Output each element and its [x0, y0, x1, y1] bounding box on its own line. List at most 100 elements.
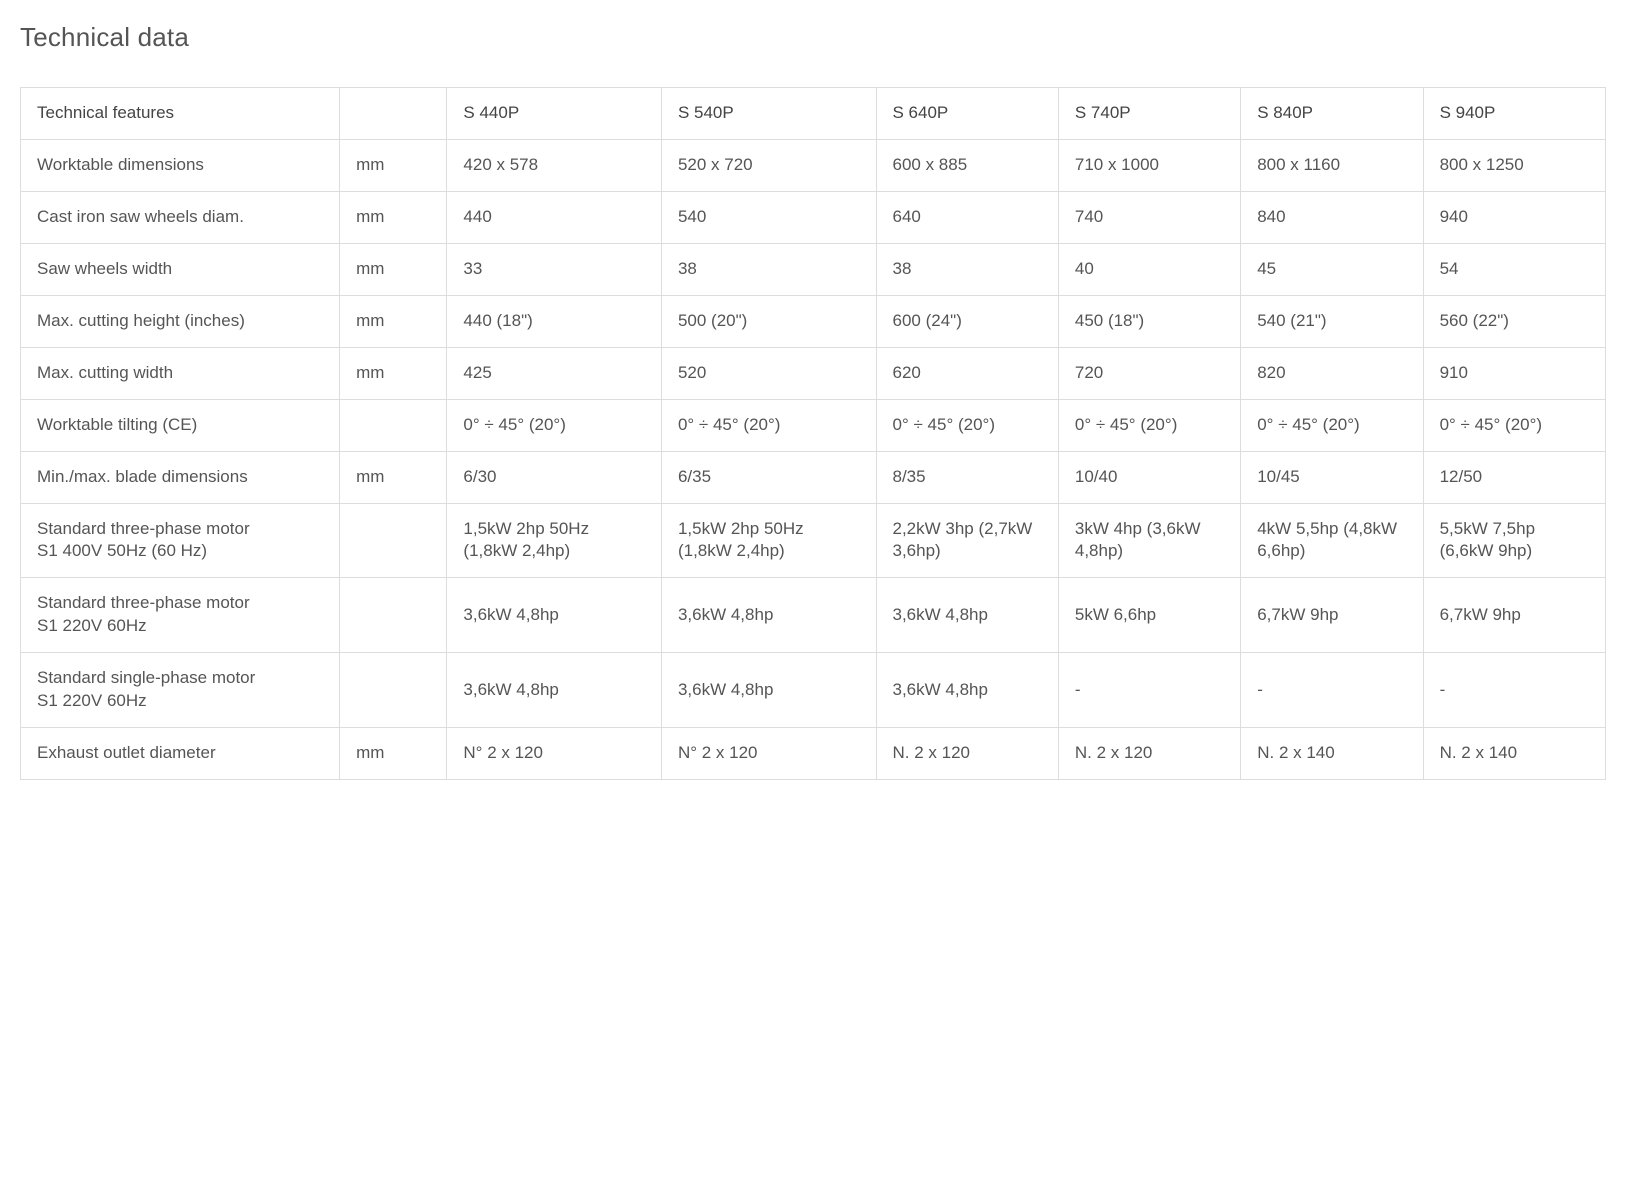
cell-value: 940: [1423, 191, 1605, 243]
cell-unit: mm: [340, 728, 447, 780]
cell-value: 910: [1423, 347, 1605, 399]
cell-value: 520 x 720: [661, 139, 876, 191]
table-header-row: Technical features S 440P S 540P S 640P …: [21, 88, 1606, 140]
col-feature: Technical features: [21, 88, 340, 140]
cell-value: 3,6kW 4,8hp: [876, 653, 1058, 728]
col-unit: [340, 88, 447, 140]
cell-value: N° 2 x 120: [661, 728, 876, 780]
cell-feature: Max. cutting width: [21, 347, 340, 399]
cell-value: 840: [1241, 191, 1423, 243]
cell-value: 0° ÷ 45° (20°): [661, 399, 876, 451]
cell-value: 450 (18"): [1058, 295, 1240, 347]
cell-value: 720: [1058, 347, 1240, 399]
page-title: Technical data: [20, 22, 1606, 53]
table-row: Worktable tilting (CE)0° ÷ 45° (20°)0° ÷…: [21, 399, 1606, 451]
cell-feature: Max. cutting height (inches): [21, 295, 340, 347]
cell-feature: Exhaust outlet diameter: [21, 728, 340, 780]
cell-value: 3kW 4hp (3,6kW 4,8hp): [1058, 503, 1240, 578]
cell-unit: [340, 653, 447, 728]
cell-value: 38: [661, 243, 876, 295]
cell-value: N. 2 x 140: [1241, 728, 1423, 780]
cell-unit: mm: [340, 139, 447, 191]
cell-value: 600 x 885: [876, 139, 1058, 191]
cell-feature: Min./max. blade dimensions: [21, 451, 340, 503]
cell-value: 3,6kW 4,8hp: [876, 578, 1058, 653]
cell-value: 12/50: [1423, 451, 1605, 503]
cell-value: 8/35: [876, 451, 1058, 503]
cell-value: 520: [661, 347, 876, 399]
cell-value: 440 (18"): [447, 295, 662, 347]
cell-unit: mm: [340, 243, 447, 295]
table-row: Max. cutting height (inches)mm440 (18")5…: [21, 295, 1606, 347]
cell-unit: [340, 578, 447, 653]
cell-feature: Standard three-phase motor S1 220V 60Hz: [21, 578, 340, 653]
cell-value: N. 2 x 120: [876, 728, 1058, 780]
cell-value: 820: [1241, 347, 1423, 399]
cell-value: N. 2 x 140: [1423, 728, 1605, 780]
cell-value: 6,7kW 9hp: [1241, 578, 1423, 653]
cell-value: 0° ÷ 45° (20°): [447, 399, 662, 451]
cell-value: 0° ÷ 45° (20°): [1241, 399, 1423, 451]
cell-unit: [340, 503, 447, 578]
cell-value: 620: [876, 347, 1058, 399]
table-row: Exhaust outlet diametermmN° 2 x 120N° 2 …: [21, 728, 1606, 780]
cell-value: 3,6kW 4,8hp: [447, 578, 662, 653]
table-row: Cast iron saw wheels diam.mm440540640740…: [21, 191, 1606, 243]
cell-feature: Standard three-phase motor S1 400V 50Hz …: [21, 503, 340, 578]
cell-value: -: [1241, 653, 1423, 728]
cell-value: 540: [661, 191, 876, 243]
table-row: Standard three-phase motor S1 400V 50Hz …: [21, 503, 1606, 578]
cell-value: 6/35: [661, 451, 876, 503]
cell-value: 640: [876, 191, 1058, 243]
cell-unit: [340, 399, 447, 451]
cell-value: 1,5kW 2hp 50Hz (1,8kW 2,4hp): [447, 503, 662, 578]
cell-value: 10/45: [1241, 451, 1423, 503]
cell-value: 33: [447, 243, 662, 295]
table-row: Saw wheels widthmm333838404554: [21, 243, 1606, 295]
cell-value: 425: [447, 347, 662, 399]
cell-value: 3,6kW 4,8hp: [661, 653, 876, 728]
cell-value: 600 (24"): [876, 295, 1058, 347]
cell-unit: mm: [340, 295, 447, 347]
cell-value: 740: [1058, 191, 1240, 243]
cell-value: 40: [1058, 243, 1240, 295]
cell-value: -: [1058, 653, 1240, 728]
cell-value: 4kW 5,5hp (4,8kW 6,6hp): [1241, 503, 1423, 578]
cell-feature: Worktable tilting (CE): [21, 399, 340, 451]
cell-value: 560 (22"): [1423, 295, 1605, 347]
table-row: Standard three-phase motor S1 220V 60Hz 3…: [21, 578, 1606, 653]
cell-feature: Worktable dimensions: [21, 139, 340, 191]
technical-data-table: Technical features S 440P S 540P S 640P …: [20, 87, 1606, 780]
cell-value: 6,7kW 9hp: [1423, 578, 1605, 653]
cell-value: -: [1423, 653, 1605, 728]
cell-value: 38: [876, 243, 1058, 295]
cell-value: 1,5kW 2hp 50Hz (1,8kW 2,4hp): [661, 503, 876, 578]
cell-value: 500 (20"): [661, 295, 876, 347]
cell-value: 800 x 1160: [1241, 139, 1423, 191]
cell-feature: Saw wheels width: [21, 243, 340, 295]
cell-value: 540 (21"): [1241, 295, 1423, 347]
cell-value: 0° ÷ 45° (20°): [1423, 399, 1605, 451]
cell-feature: Cast iron saw wheels diam.: [21, 191, 340, 243]
cell-unit: mm: [340, 451, 447, 503]
cell-value: N. 2 x 120: [1058, 728, 1240, 780]
table-row: Standard single-phase motor S1 220V 60Hz…: [21, 653, 1606, 728]
cell-unit: mm: [340, 191, 447, 243]
table-row: Max. cutting widthmm425520620720820910: [21, 347, 1606, 399]
cell-value: 5,5kW 7,5hp (6,6kW 9hp): [1423, 503, 1605, 578]
col-s440p: S 440P: [447, 88, 662, 140]
cell-value: 3,6kW 4,8hp: [447, 653, 662, 728]
col-s740p: S 740P: [1058, 88, 1240, 140]
cell-value: 5kW 6,6hp: [1058, 578, 1240, 653]
cell-value: N° 2 x 120: [447, 728, 662, 780]
col-s840p: S 840P: [1241, 88, 1423, 140]
cell-feature: Standard single-phase motor S1 220V 60Hz: [21, 653, 340, 728]
cell-value: 45: [1241, 243, 1423, 295]
col-s540p: S 540P: [661, 88, 876, 140]
cell-unit: mm: [340, 347, 447, 399]
cell-value: 0° ÷ 45° (20°): [1058, 399, 1240, 451]
table-row: Worktable dimensionsmm420 x 578520 x 720…: [21, 139, 1606, 191]
col-s640p: S 640P: [876, 88, 1058, 140]
table-row: Min./max. blade dimensionsmm6/306/358/35…: [21, 451, 1606, 503]
cell-value: 420 x 578: [447, 139, 662, 191]
